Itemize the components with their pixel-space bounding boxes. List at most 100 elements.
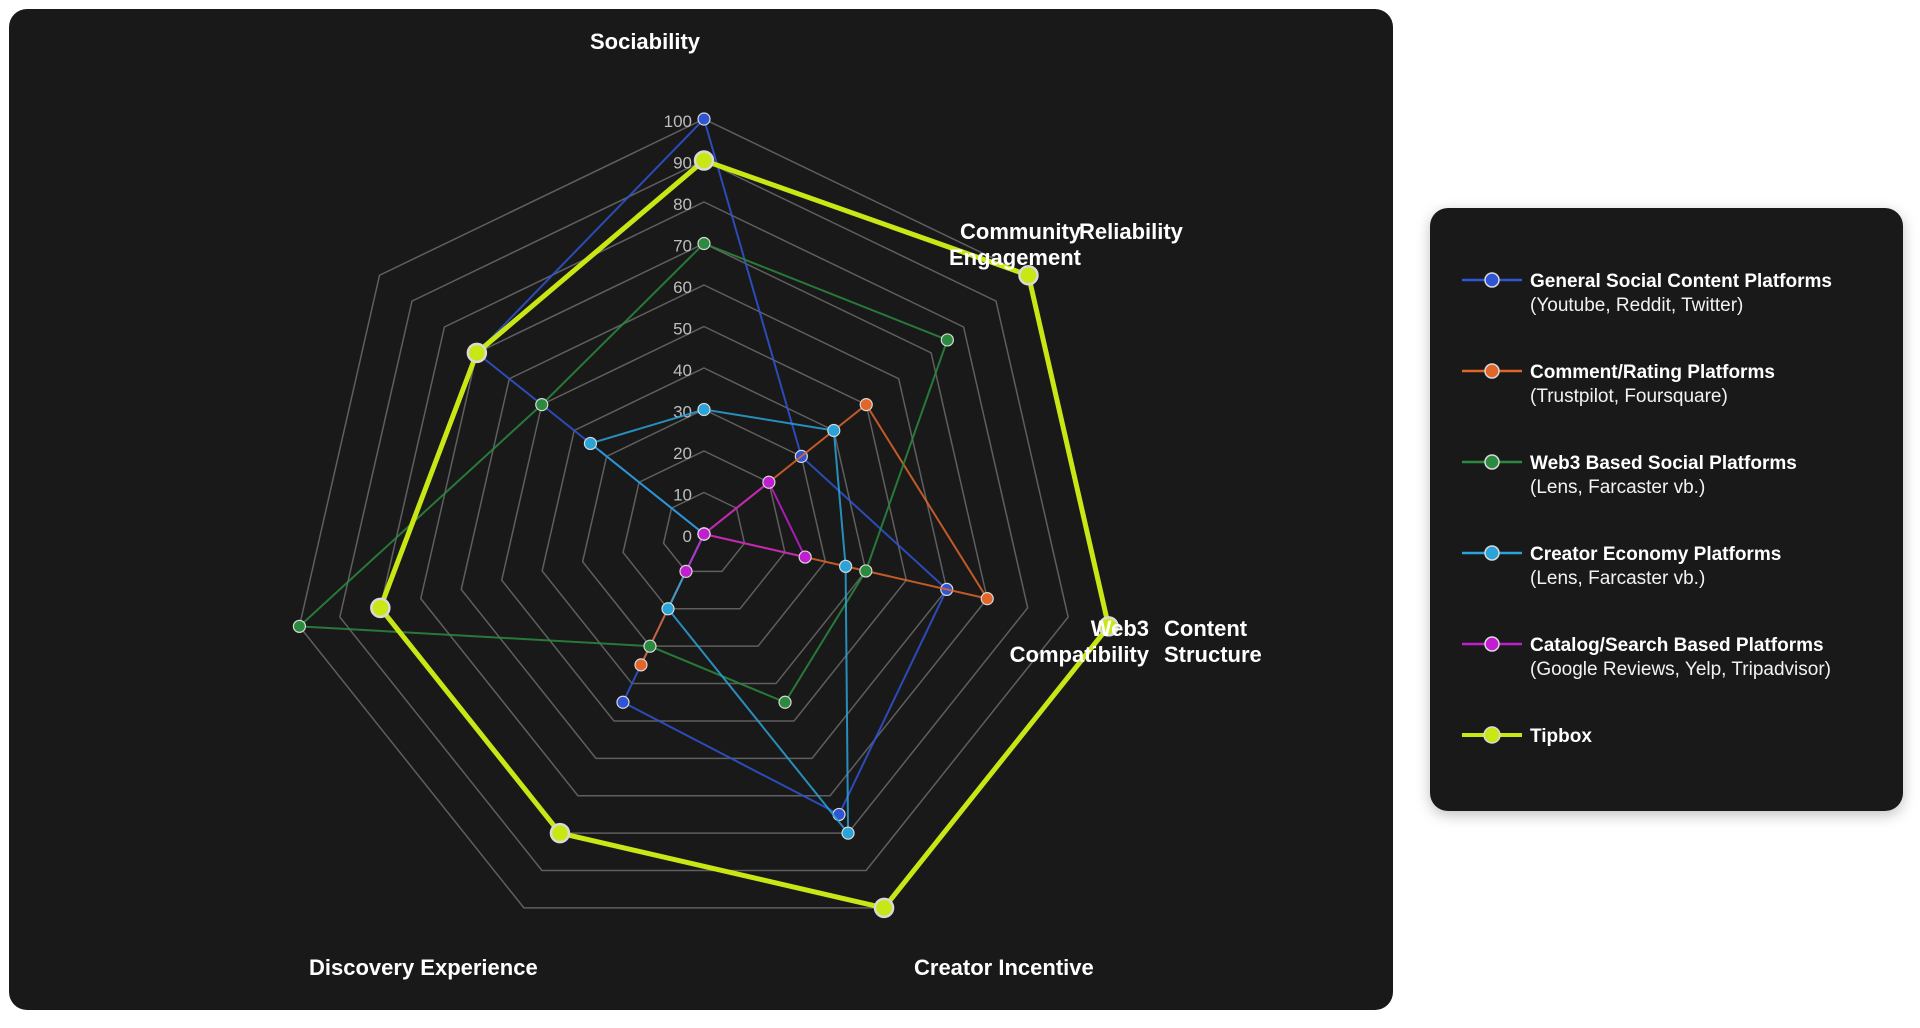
tick-label: 70 <box>673 237 692 256</box>
axis-label-line: Discovery Experience <box>309 955 538 980</box>
grid-ring-40 <box>541 367 867 685</box>
data-point <box>873 897 895 919</box>
legend-series-name: General Social Content Platforms <box>1530 271 1832 292</box>
data-point <box>549 822 571 844</box>
axis-label-line: Sociability <box>589 29 701 54</box>
data-point <box>661 602 675 616</box>
legend-text: Tipbox <box>1530 725 1592 749</box>
data-point <box>839 559 853 573</box>
grid-ring-80 <box>379 201 1029 834</box>
legend-series-name: Comment/Rating Platforms <box>1530 362 1775 383</box>
tick-label: 40 <box>673 361 692 380</box>
data-point <box>643 639 657 653</box>
data-point <box>292 619 307 633</box>
grid-ring-20 <box>622 450 786 610</box>
legend-text: General Social Content Platforms (Youtube… <box>1530 270 1832 318</box>
legend-swatch <box>1462 726 1522 744</box>
radar-grid <box>298 118 1110 909</box>
series-line <box>685 480 807 572</box>
data-point <box>940 333 954 347</box>
data-point <box>827 423 841 438</box>
data-point <box>762 475 776 489</box>
data-point <box>616 695 630 709</box>
tick-label: 10 <box>673 486 692 505</box>
data-point <box>679 564 693 578</box>
radar-series <box>292 112 1119 919</box>
legend-series-description: (Youtube, Reddit, Twitter) <box>1530 295 1744 316</box>
data-point <box>859 398 873 412</box>
axis-label: Web3 Compatibility <box>1010 616 1149 668</box>
legend: General Social Content Platforms (Youtube… <box>1430 208 1903 811</box>
data-point <box>634 658 648 672</box>
data-point <box>697 112 711 126</box>
axis-label-line: Compatibility <box>1009 642 1149 667</box>
legend-series-description: (Lens, Farcaster vb.) <box>1530 568 1706 589</box>
legend-text: Catalog/Search Based Platforms (Google Re… <box>1530 634 1831 682</box>
grid-ring-30 <box>581 408 827 647</box>
axis-label-line: Reliability <box>1079 219 1183 244</box>
legend-series-name: Catalog/Search Based Platforms <box>1530 635 1824 656</box>
grid-ring-50 <box>500 325 908 722</box>
tick-label: 60 <box>673 278 692 297</box>
series-line <box>296 242 949 704</box>
data-point <box>583 436 598 451</box>
legend-series-description: (Google Reviews, Yelp, Tripadvisor) <box>1530 659 1831 680</box>
data-point <box>697 527 711 541</box>
data-point <box>370 597 391 619</box>
series-5 <box>370 150 1119 919</box>
legend-text: Creator Economy Platforms (Lens, Farcaste… <box>1530 543 1781 591</box>
axis-label: Community Engagement <box>949 219 1081 271</box>
legend-series-name: Creator Economy Platforms <box>1530 544 1782 565</box>
radar-chart-panel: 0 10 20 30 40 50 60 70 80 90 100 Sociability Reliab… <box>9 9 1393 1010</box>
tick-label: 50 <box>673 320 692 339</box>
data-point <box>841 826 855 840</box>
axis-label: Creator Incentive <box>914 955 1094 981</box>
series-line <box>377 157 1112 911</box>
data-point <box>798 550 812 564</box>
legend-series-name: Tipbox <box>1530 726 1592 747</box>
grid-ring-90 <box>339 159 1069 872</box>
grid-ring-70 <box>419 242 989 797</box>
series-4 <box>679 475 812 578</box>
data-point <box>778 695 792 709</box>
data-point <box>1098 616 1119 637</box>
legend-swatch <box>1462 363 1522 379</box>
axis-label-line: Content <box>1164 616 1248 641</box>
axis-label-line: Community <box>960 219 1081 244</box>
axis-label-line: Creator Incentive <box>914 955 1094 980</box>
data-point <box>535 398 549 412</box>
series-line <box>640 403 990 666</box>
axis-label-line: Structure <box>1164 642 1262 667</box>
legend-swatch <box>1462 454 1522 470</box>
legend-swatch <box>1462 272 1522 288</box>
axis-label-line: Engagement <box>948 245 1081 270</box>
data-point <box>980 592 994 606</box>
axis-label: Discovery Experience <box>309 955 538 981</box>
data-point <box>697 236 711 251</box>
tick-label: 90 <box>673 154 692 173</box>
tick-label: 0 <box>683 527 692 546</box>
tick-label: 20 <box>673 444 692 463</box>
data-point <box>693 150 715 171</box>
data-point <box>466 342 488 364</box>
grid-ring-10 <box>662 491 746 573</box>
legend-text: Comment/Rating Platforms (Trustpilot, Fou… <box>1530 361 1775 409</box>
legend-text: Web3 Based Social Platforms (Lens, Farcas… <box>1530 452 1797 500</box>
data-point <box>859 564 873 578</box>
grid-ring-60 <box>460 284 948 760</box>
legend-series-description: (Trustpilot, Foursquare) <box>1530 386 1728 407</box>
tick-label: 80 <box>673 195 692 214</box>
axis-label: Sociability <box>535 29 755 55</box>
axis-label: Content Structure <box>1164 616 1262 668</box>
tick-label: 100 <box>664 112 692 131</box>
axis-label: Reliability <box>1079 219 1183 245</box>
data-point <box>832 807 846 822</box>
legend-swatch <box>1462 545 1522 561</box>
legend-swatch <box>1462 636 1522 652</box>
series-2 <box>292 236 954 709</box>
legend-series-name: Web3 Based Social Platforms <box>1530 453 1797 474</box>
data-point <box>697 402 711 417</box>
series-line <box>588 408 850 836</box>
series-line <box>475 117 948 816</box>
